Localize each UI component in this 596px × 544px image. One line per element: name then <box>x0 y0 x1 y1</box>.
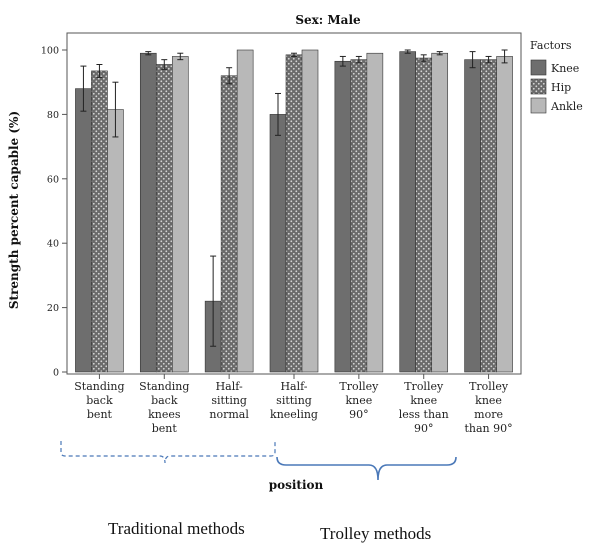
legend-swatch <box>530 59 547 76</box>
bar <box>139 52 157 373</box>
bar <box>431 52 449 373</box>
bar <box>155 64 173 373</box>
error-bars-group <box>80 49 508 347</box>
legend-swatch <box>530 97 547 114</box>
bar <box>366 52 384 373</box>
legend: Factors Knee Hip Ankle <box>530 39 583 114</box>
x-tick-label: Half-sitting normal <box>209 380 249 421</box>
bar <box>480 59 497 373</box>
y-tick-label: 0 <box>53 368 59 379</box>
bar <box>496 56 513 373</box>
legend-swatch <box>530 78 547 95</box>
bar <box>399 51 417 373</box>
bar <box>220 75 238 373</box>
y-axis: 0 20 40 60 80 100 <box>41 46 67 379</box>
bars-group <box>75 49 513 373</box>
bar <box>107 109 124 373</box>
bar <box>285 54 303 373</box>
y-tick-label: 80 <box>47 110 59 121</box>
x-tick-label: Trolley knee more than 90° <box>464 380 512 435</box>
y-tick-label: 40 <box>47 239 59 250</box>
y-axis-label: Strength percent capable (%) <box>7 111 21 309</box>
bar <box>350 59 368 373</box>
legend-label: Knee <box>551 62 579 75</box>
y-tick-label: 60 <box>47 174 59 185</box>
x-tick-label: Trolley knee 90° <box>339 380 379 421</box>
legend-label: Hip <box>551 81 571 94</box>
y-tick-label: 100 <box>41 46 59 57</box>
bar <box>75 88 92 373</box>
x-axis: Standing back bent Standing back knees bent Hal… <box>74 374 513 435</box>
trolley-methods-bracket <box>276 456 457 481</box>
bar <box>91 70 108 373</box>
x-tick-label: Half-sitting kneeling <box>270 380 318 421</box>
x-axis-label: position <box>269 478 324 492</box>
traditional-methods-label: Traditional methods <box>108 519 245 538</box>
x-tick-label: Trolley knee less than 90° <box>399 380 449 435</box>
bar <box>464 59 481 373</box>
bar <box>334 60 352 373</box>
legend-label: Ankle <box>550 100 583 113</box>
legend-title: Factors <box>530 39 572 52</box>
bar <box>269 114 287 373</box>
chart-title: Sex: Male <box>295 13 361 27</box>
x-tick-label: Standing back knees bent <box>139 380 189 435</box>
y-tick-label: 20 <box>47 303 59 314</box>
bar <box>415 57 433 373</box>
trolley-methods-label: Trolley methods <box>320 524 432 543</box>
traditional-methods-bracket <box>60 441 276 464</box>
bar <box>301 49 319 373</box>
bar <box>236 49 254 373</box>
x-tick-label: Standing back bent <box>74 380 124 421</box>
bar <box>171 56 189 373</box>
